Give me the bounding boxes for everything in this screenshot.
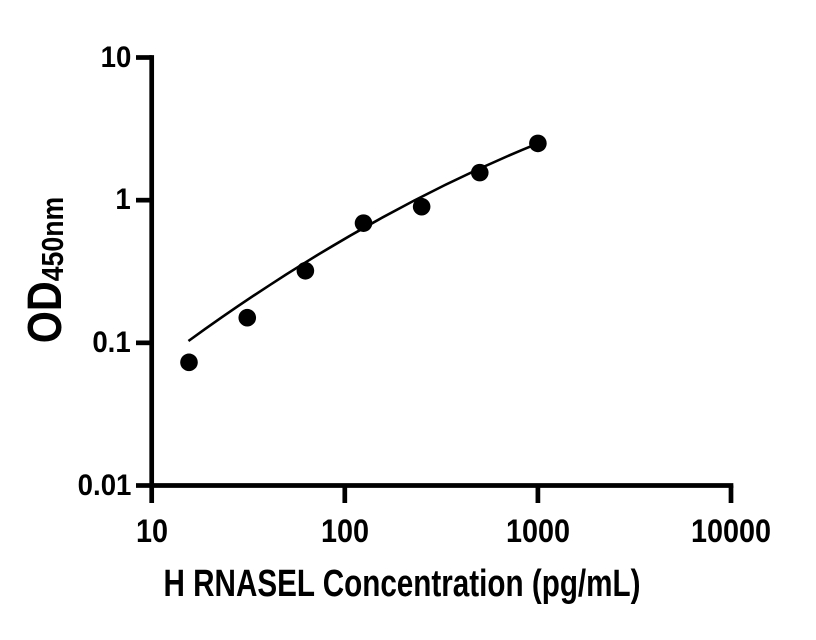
data-point xyxy=(180,353,198,372)
data-point xyxy=(354,214,373,232)
x-tick-label: 1000 xyxy=(505,512,570,549)
x-tick-label: 10 xyxy=(135,512,168,549)
y-tick-label: 0.1 xyxy=(92,325,131,359)
axis-spine xyxy=(149,55,734,488)
x-tick-label: 100 xyxy=(320,512,369,549)
data-point xyxy=(529,134,547,153)
y-tick-label: 0.01 xyxy=(77,468,131,502)
x-tick-label: 10000 xyxy=(690,512,772,549)
x-axis-title: H RNASEL Concentration (pg/mL) xyxy=(163,563,641,605)
data-point xyxy=(470,163,489,182)
y-axis-title: OD 450nm xyxy=(19,196,72,344)
y-tick-label: 10 xyxy=(100,40,131,74)
data-point xyxy=(238,308,257,327)
y-tick-label: 1 xyxy=(115,183,131,217)
y-axis-title-subscript: 450nm xyxy=(35,196,70,282)
y-axis-title-main: OD xyxy=(19,281,72,344)
data-point xyxy=(412,197,431,216)
data-point xyxy=(296,261,315,280)
